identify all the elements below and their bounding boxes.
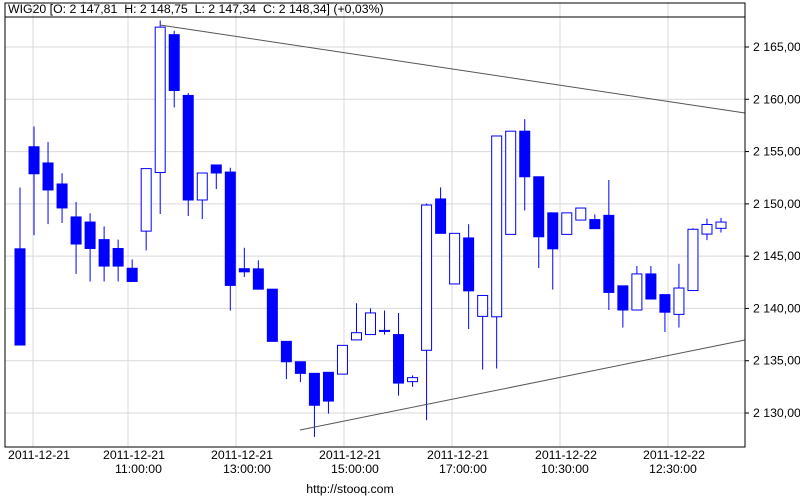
- svg-text:2 130,00: 2 130,00: [753, 406, 800, 420]
- svg-text:2 165,00: 2 165,00: [753, 40, 800, 54]
- svg-text:2011-12-21: 2011-12-21: [8, 448, 70, 462]
- svg-text:2011-12-21: 2011-12-21: [319, 448, 381, 462]
- svg-text:2011-12-21: 2011-12-21: [211, 448, 273, 462]
- svg-text:2011-12-22: 2011-12-22: [535, 448, 597, 462]
- svg-text:2011-12-21: 2011-12-21: [103, 448, 165, 462]
- svg-text:12:30:00: 12:30:00: [649, 462, 697, 476]
- svg-text:http://stooq.com: http://stooq.com: [306, 482, 394, 496]
- svg-text:2 145,00: 2 145,00: [753, 249, 800, 263]
- svg-text:2 160,00: 2 160,00: [753, 92, 800, 106]
- svg-text:13:00:00: 13:00:00: [223, 462, 271, 476]
- svg-text:10:30:00: 10:30:00: [541, 462, 589, 476]
- svg-text:2011-12-21: 2011-12-21: [427, 448, 489, 462]
- svg-text:17:00:00: 17:00:00: [439, 462, 487, 476]
- svg-text:2 150,00: 2 150,00: [753, 197, 800, 211]
- svg-text:WIG20 [O: 2 147,81 H: 2 148,7: WIG20 [O: 2 147,81 H: 2 148,75 L: 2 147,…: [8, 2, 384, 16]
- svg-text:2011-12-22: 2011-12-22: [643, 448, 705, 462]
- svg-text:2 155,00: 2 155,00: [753, 145, 800, 159]
- svg-text:15:00:00: 15:00:00: [331, 462, 379, 476]
- svg-text:11:00:00: 11:00:00: [115, 462, 162, 476]
- svg-text:2 140,00: 2 140,00: [753, 301, 800, 315]
- svg-text:2 135,00: 2 135,00: [753, 354, 800, 368]
